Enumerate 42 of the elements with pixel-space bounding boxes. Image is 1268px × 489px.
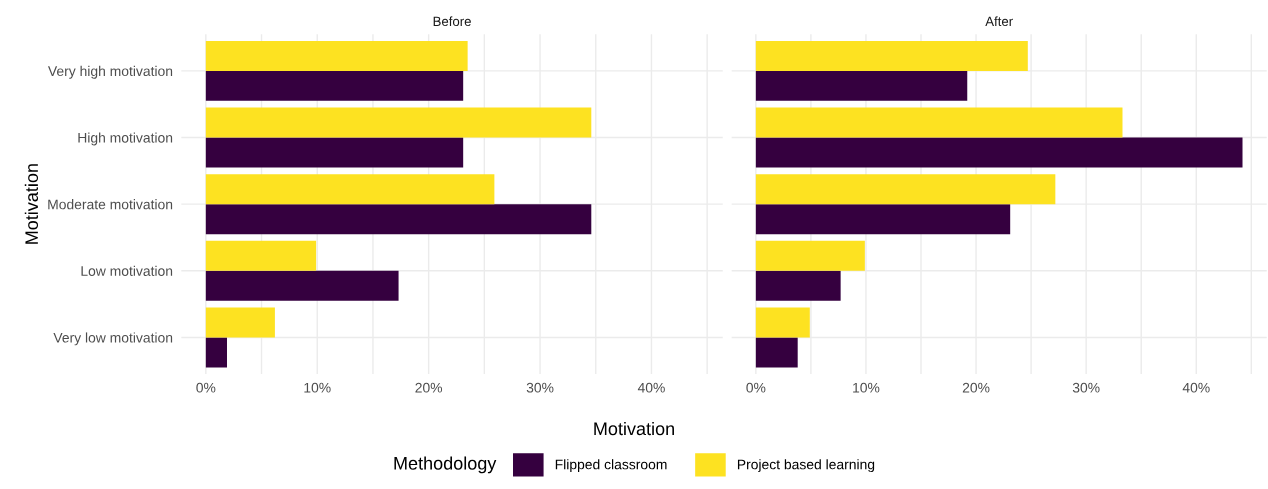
bar	[205, 337, 227, 368]
bar	[205, 240, 317, 271]
bar	[755, 40, 1028, 71]
bar	[755, 307, 810, 338]
bar	[755, 70, 968, 101]
legend-label: Project based learning	[737, 459, 875, 473]
chart-title: Before	[433, 16, 471, 27]
y-tick-label: High motivation	[78, 132, 173, 146]
legend-label: Flipped classroom	[555, 459, 667, 473]
x-tick-label: 10%	[304, 382, 331, 393]
y-tick-label: Very high motivation	[47, 65, 173, 79]
bar	[205, 307, 275, 338]
legend-title: Methodology	[394, 456, 497, 474]
x-tick-label: 40%	[637, 382, 665, 393]
bar	[755, 107, 1123, 138]
x-tick-label: 20%	[962, 382, 990, 393]
bar	[755, 337, 798, 368]
bar	[205, 40, 468, 71]
bar	[205, 270, 399, 301]
bar	[205, 107, 592, 138]
x-tick-label: 10%	[853, 382, 880, 393]
x-tick-label: 30%	[526, 382, 554, 393]
bar	[755, 270, 841, 301]
bar	[205, 70, 464, 101]
x-tick-label: 0%	[196, 382, 216, 393]
y-axis-title: Motivation	[24, 164, 39, 244]
x-axis-title: Motivation	[594, 421, 674, 436]
chart-title: After	[985, 16, 1013, 27]
y-tick-label: Moderate motivation	[48, 199, 173, 210]
x-tick-label: 20%	[415, 382, 443, 393]
bar	[205, 204, 592, 235]
x-tick-label: 30%	[1072, 382, 1100, 393]
x-tick-label: 0%	[746, 382, 766, 393]
bar	[205, 137, 464, 168]
bar	[755, 137, 1243, 168]
bar	[205, 174, 495, 205]
x-tick-label: 40%	[1182, 382, 1210, 393]
bar	[755, 240, 865, 271]
bar	[755, 204, 1011, 235]
y-tick-label: Very low motivation	[53, 332, 173, 346]
bar	[755, 174, 1056, 205]
y-tick-label: Low motivation	[81, 265, 173, 276]
